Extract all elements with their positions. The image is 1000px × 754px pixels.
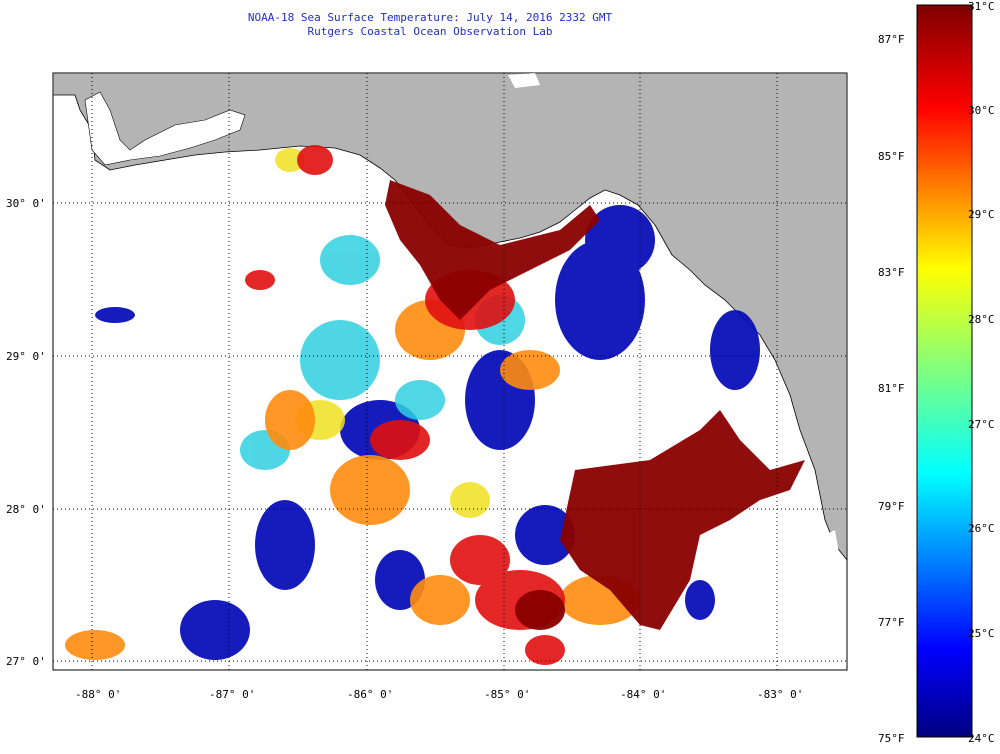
map-title: NOAA-18 Sea Surface Temperature: July 14… [247,11,613,24]
colorbar-fahrenheit-labels: 87°F 85°F 83°F 81°F 79°F 77°F 75°F [878,33,905,745]
sst-data-layer [65,145,805,665]
graticule [53,73,847,670]
lat-label-27: 27° 0' [6,655,46,668]
lon-label-88: -88° 0' [75,688,121,701]
c-label-24: 24°C [968,732,995,745]
c-label-31: 31°C [968,0,995,13]
f-label-81: 81°F [878,382,905,395]
lon-label-86: -86° 0' [347,688,393,701]
map-subtitle: Rutgers Coastal Ocean Observation Lab [307,25,553,38]
c-label-27: 27°C [968,418,995,431]
f-label-77: 77°F [878,616,905,629]
c-label-26: 26°C [968,522,995,535]
island-east [815,530,840,565]
f-label-75: 75°F [878,732,905,745]
c-label-28: 28°C [968,313,995,326]
lat-label-28: 28° 0' [6,503,46,516]
lat-label-30: 30° 0' [6,197,46,210]
c-label-29: 29°C [968,208,995,221]
colorbar-celsius-labels: 31°C 30°C 29°C 28°C 27°C 26°C 25°C 24°C [968,0,995,745]
lon-label-84: -84° 0' [620,688,666,701]
lon-label-87: -87° 0' [209,688,255,701]
land-mass [53,73,847,561]
longitude-labels: -88° 0' -87° 0' -86° 0' -85° 0' -84° 0' … [75,688,803,701]
f-label-87: 87°F [878,33,905,46]
f-label-83: 83°F [878,266,905,279]
c-label-30: 30°C [968,104,995,117]
colorbar [916,4,973,738]
f-label-85: 85°F [878,150,905,163]
f-label-79: 79°F [878,500,905,513]
lat-label-29: 29° 0' [6,350,46,363]
c-label-25: 25°C [968,627,995,640]
barrier-island [84,91,246,166]
island-north [508,73,540,88]
lon-label-85: -85° 0' [484,688,530,701]
lon-label-83: -83° 0' [757,688,803,701]
latitude-labels: 30° 0' 29° 0' 28° 0' 27° 0' [6,197,46,668]
